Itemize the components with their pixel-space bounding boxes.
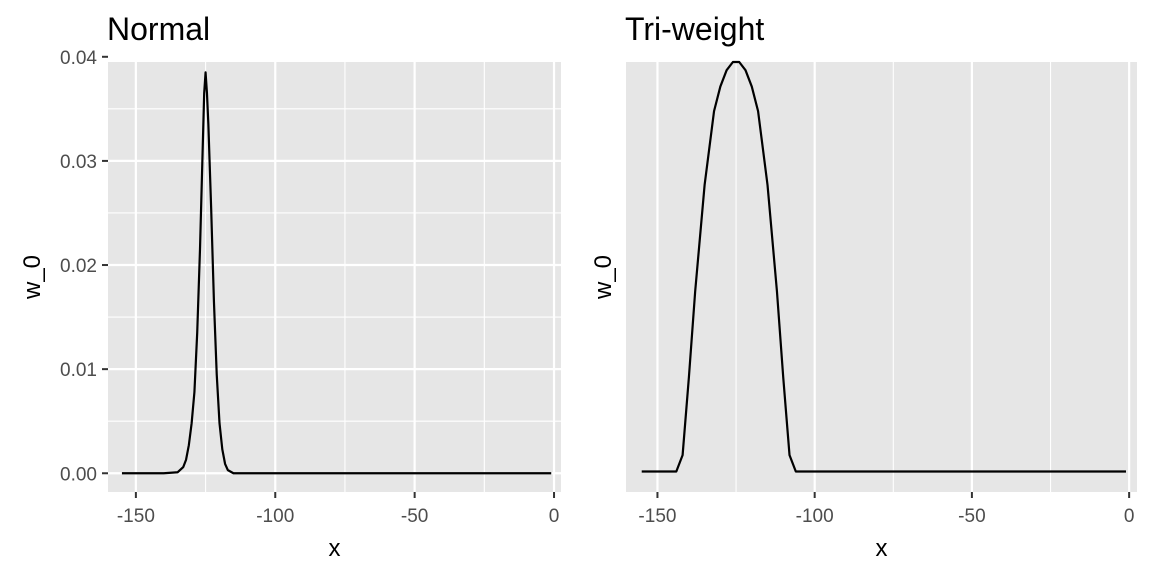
y-tick-label: 0.02 [60, 256, 97, 277]
x-tick-label: -100 [796, 506, 834, 527]
x-axis-title: x [876, 535, 888, 562]
panel-normal: -150 -100 -50 0 0.00 0.01 0.02 0.03 0.04 x w_0 Norm… [19, 11, 561, 562]
y-axis-title: w_0 [590, 255, 617, 300]
x-tick-label: -100 [256, 506, 294, 527]
x-tick-label: -50 [401, 506, 428, 527]
plot-background [108, 62, 561, 492]
y-axis-title: w_0 [19, 255, 46, 300]
panel-tri-weight: -150 -100 -50 0 x w_0 Tri-weight [590, 11, 1137, 562]
x-tick-label: -150 [117, 506, 155, 527]
x-tick-label: 0 [549, 506, 560, 527]
panel-title-normal: Normal [107, 11, 210, 47]
series-line [121, 71, 552, 475]
y-tick-label: 0.04 [60, 48, 97, 69]
series-line [641, 60, 1126, 473]
x-tick-label: -50 [958, 506, 985, 527]
x-tick-label: 0 [1124, 506, 1135, 527]
y-tick-label: 0.03 [60, 152, 97, 173]
plot-background [626, 62, 1137, 492]
panel-title-tri-weight: Tri-weight [625, 11, 764, 47]
x-tick-label: -150 [638, 506, 676, 527]
x-axis-title: x [329, 535, 341, 562]
y-tick-label: 0.00 [60, 464, 97, 485]
y-tick-label: 0.01 [60, 360, 97, 381]
